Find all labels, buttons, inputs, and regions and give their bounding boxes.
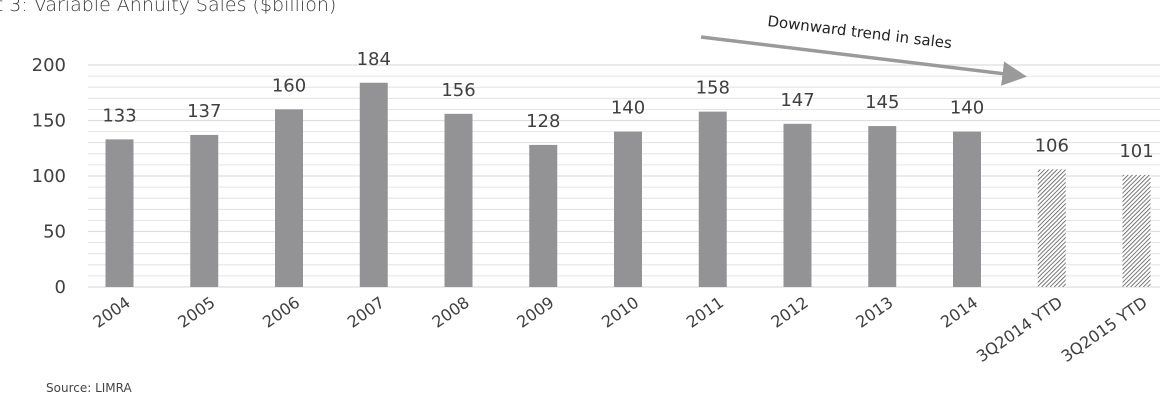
y-axis: 0 50 100 150 200 (32, 55, 66, 298)
bar-2013 (868, 126, 897, 287)
bar-2004 (105, 139, 134, 287)
value-label: 184 (357, 49, 391, 70)
x-tick-label: 2012 (768, 293, 812, 332)
value-label: 133 (102, 105, 136, 126)
y-tick-label: 150 (32, 111, 66, 132)
x-tick-label: 2004 (90, 293, 134, 332)
chart-title: rt 3: Variable Annuity Sales ($billion) (0, 0, 337, 16)
bar-2014 (953, 131, 981, 287)
bar-3q2014-ytd (1037, 169, 1066, 287)
y-tick-label: 50 (43, 222, 66, 243)
y-tick-label: 0 (55, 277, 66, 298)
value-labels: 133 137 160 184 156 128 140 158 147 145 140 106 101 (102, 49, 1153, 162)
y-tick-label: 100 (32, 166, 66, 187)
bar-2006 (275, 109, 303, 288)
value-label: 145 (865, 92, 899, 113)
bar-2007 (359, 82, 388, 287)
y-tick-label: 200 (32, 55, 66, 76)
bar-2005 (190, 134, 219, 287)
x-tick-label: 2013 (852, 293, 896, 332)
trend-annotation-label: Downward trend in sales (767, 12, 954, 52)
value-label: 140 (611, 98, 645, 119)
value-label: 158 (696, 78, 730, 99)
x-axis: 2004 2005 2006 2007 2008 2009 2010 2011 2012 2013… (90, 293, 1151, 366)
x-tick-label: 2005 (174, 293, 218, 332)
x-tick-label: 2007 (344, 293, 388, 332)
bar-2010 (614, 131, 642, 287)
value-label: 128 (526, 111, 560, 132)
bar-2009 (529, 144, 558, 287)
bar-2012 (783, 123, 812, 287)
x-tick-label: 2011 (683, 293, 727, 332)
value-label: 156 (441, 80, 475, 101)
value-label: 147 (780, 90, 814, 111)
value-label: 140 (950, 98, 984, 119)
bar-2008 (444, 113, 473, 287)
value-label: 101 (1119, 141, 1153, 162)
source-note: Source: LIMRA (46, 381, 132, 395)
x-tick-label: 2009 (513, 293, 557, 332)
value-label: 160 (272, 75, 306, 96)
value-label: 106 (1035, 135, 1069, 156)
bar-2011 (698, 111, 727, 288)
trend-annotation: Downward trend in sales (700, 12, 1027, 86)
x-tick-label: 3Q2015 YTD (1058, 293, 1151, 366)
x-tick-label: 2008 (429, 293, 473, 332)
value-label: 137 (187, 101, 221, 122)
trend-arrow (700, 35, 1027, 86)
bars (105, 82, 1151, 288)
x-tick-label: 2010 (598, 293, 642, 332)
x-tick-label: 2006 (259, 293, 303, 332)
x-tick-label: 3Q2014 YTD (973, 293, 1066, 366)
x-tick-label: 2014 (937, 293, 981, 332)
bar-3q2015-ytd (1122, 174, 1151, 287)
